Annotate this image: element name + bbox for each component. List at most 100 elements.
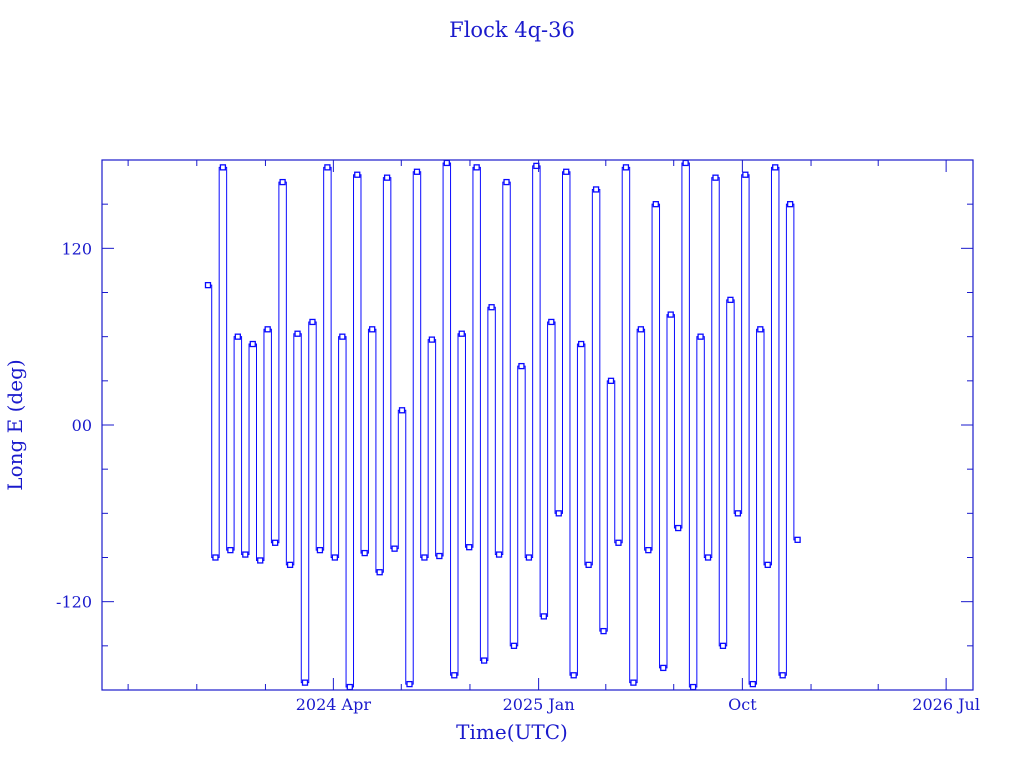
series-segment — [245, 343, 253, 556]
data-point — [272, 539, 279, 546]
series-segment — [469, 166, 477, 548]
series-segment — [379, 177, 388, 573]
series-segment — [461, 333, 470, 548]
data-point — [712, 174, 719, 181]
data-point — [413, 168, 421, 175]
series-segment — [297, 333, 306, 684]
data-point — [219, 164, 227, 171]
data-point — [742, 171, 749, 178]
series-segment — [207, 284, 216, 558]
data-point — [779, 672, 786, 679]
series-segment — [237, 336, 246, 556]
data-point — [361, 549, 368, 557]
series-segment — [387, 177, 395, 550]
series-segment — [402, 409, 410, 685]
series-segment — [499, 181, 507, 556]
series-segment — [693, 336, 701, 688]
data-point — [592, 186, 600, 193]
data-point — [421, 554, 428, 561]
series-segment — [409, 171, 417, 685]
series-segment — [327, 166, 335, 558]
series-segment — [603, 380, 612, 632]
series-segment — [648, 203, 656, 551]
data-point — [585, 561, 592, 569]
data-point — [480, 657, 488, 664]
data-point — [212, 554, 219, 561]
data-point — [286, 561, 294, 569]
data-point — [458, 330, 465, 337]
data-point — [354, 171, 361, 178]
data-point — [689, 683, 697, 691]
series-segment — [364, 328, 373, 554]
data-point — [398, 407, 406, 414]
data-point — [204, 281, 212, 289]
series-segment — [484, 306, 492, 662]
data-point — [548, 318, 555, 326]
series-segment — [678, 162, 686, 529]
data-point — [749, 680, 756, 688]
data-point — [697, 333, 704, 340]
data-point — [495, 551, 503, 558]
series-segment — [573, 343, 582, 676]
data-point — [242, 551, 249, 558]
data-point — [578, 340, 585, 348]
data-point — [510, 642, 518, 649]
series-segment — [521, 365, 529, 558]
data-point — [794, 536, 801, 543]
x-tick-label: 2026 Jul — [912, 695, 980, 714]
data-point — [570, 672, 577, 679]
data-point — [443, 159, 450, 167]
data-point — [391, 545, 398, 552]
series-segment — [708, 177, 716, 558]
data-point — [369, 326, 376, 333]
series-segment — [790, 203, 798, 541]
series-segment — [305, 321, 313, 684]
data-point — [466, 544, 473, 551]
data-point — [675, 524, 682, 532]
x-axis: 2024 Apr 2025 Jan Oct 2026 Jul — [127, 160, 980, 714]
series-segment — [230, 336, 238, 551]
series-segment — [633, 328, 641, 684]
series-segment — [782, 203, 791, 676]
chart-title: Flock 4q-36 — [449, 18, 575, 42]
series-segment — [588, 188, 597, 566]
series-segment — [416, 171, 425, 558]
series-segment — [342, 336, 350, 688]
y-tick-label: -120 — [56, 593, 92, 612]
series-segment — [685, 162, 694, 688]
y-axis: 120 00 -120 — [56, 203, 973, 647]
data-point — [600, 627, 607, 635]
data-point — [294, 330, 301, 337]
series-segment — [543, 321, 552, 617]
x-axis-label: Time(UTC) — [456, 720, 568, 744]
series-segment — [528, 165, 537, 558]
series-segment — [319, 166, 328, 551]
series-segment — [640, 328, 649, 551]
data-point — [428, 336, 436, 343]
series-segment — [275, 181, 283, 544]
data-point — [615, 539, 622, 546]
series-segment — [334, 336, 343, 558]
plot-frame — [101, 159, 974, 691]
data-point — [757, 326, 764, 333]
data-point — [637, 326, 645, 333]
series-segment — [424, 339, 432, 558]
series-segment — [715, 177, 723, 647]
data-point — [734, 510, 742, 517]
x-tick-label: 2024 Apr — [296, 695, 372, 714]
series-segment — [730, 299, 738, 514]
data-point — [451, 672, 458, 679]
data-point — [764, 561, 771, 569]
data-point — [339, 333, 346, 340]
series-segment — [349, 174, 358, 688]
series-segment — [215, 166, 223, 558]
data-point — [376, 569, 383, 576]
series-segment — [611, 380, 619, 544]
series-segment — [454, 333, 462, 676]
data-point — [667, 311, 674, 318]
series-segment — [760, 328, 768, 566]
series-segment — [431, 339, 440, 557]
series-segment — [551, 321, 559, 514]
series-segment — [357, 174, 365, 554]
